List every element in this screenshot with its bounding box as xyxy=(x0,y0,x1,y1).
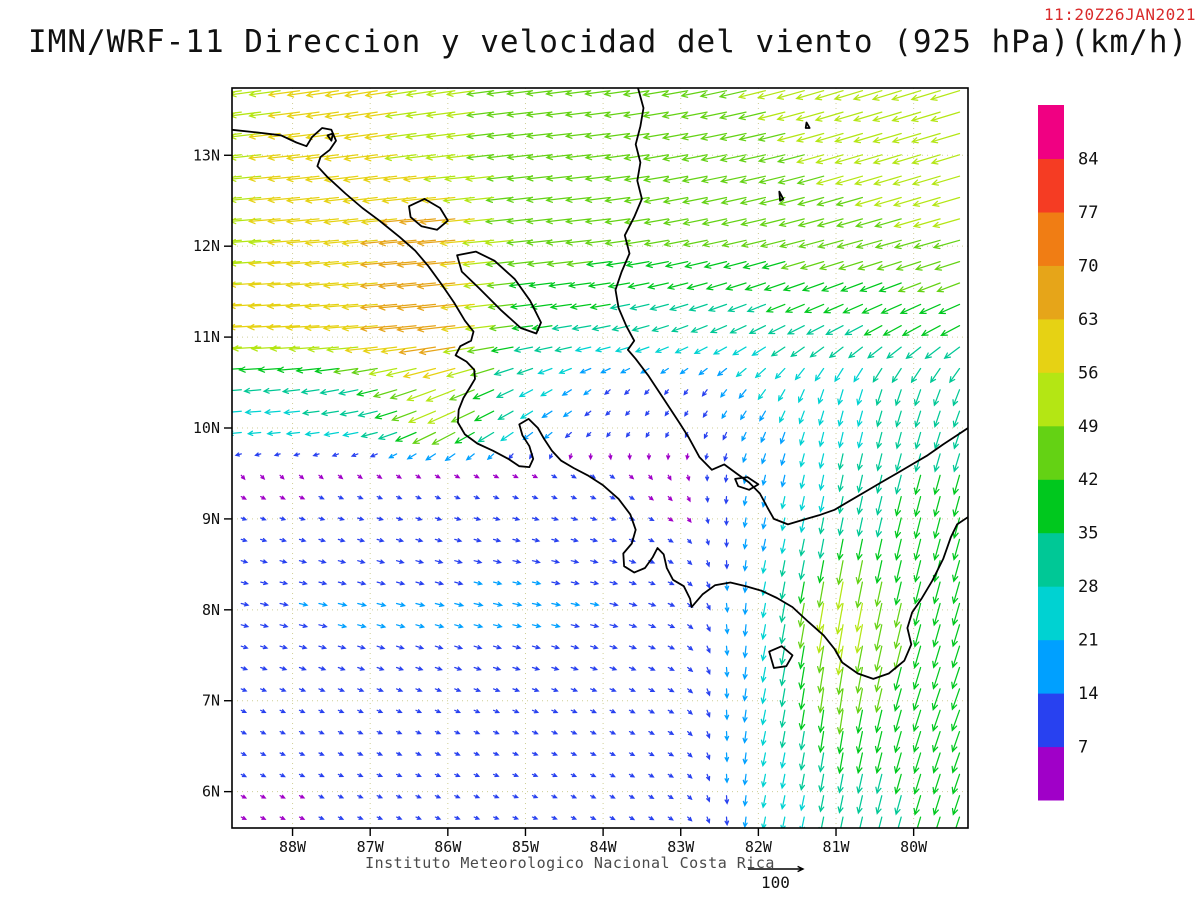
x-tick-label: 86W xyxy=(434,838,462,856)
colorbar-tick-label: 84 xyxy=(1078,150,1098,170)
y-tick-label: 6N xyxy=(202,783,220,801)
colorbar-tick-label: 21 xyxy=(1078,631,1098,651)
colorbar-tick-label: 14 xyxy=(1078,684,1098,704)
y-tick-label: 13N xyxy=(193,146,220,164)
x-tick-label: 84W xyxy=(590,838,618,856)
valid-time-label: 11:20Z26JAN2021 xyxy=(1044,5,1196,24)
axis-ticks xyxy=(224,154,915,836)
wind-vectors xyxy=(232,89,961,828)
colorbar-tick-label: 35 xyxy=(1078,524,1098,544)
coastlines xyxy=(232,88,968,680)
colorbar: 7 14 21 28 35 42 49 56 63 70 77 84 xyxy=(1038,105,1098,801)
plot-border xyxy=(231,87,969,829)
reference-vector-arrow xyxy=(748,865,805,873)
y-tick-label: 7N xyxy=(202,692,220,710)
colorbar-tick-label: 7 xyxy=(1078,738,1088,758)
x-tick-label: 83W xyxy=(667,838,695,856)
colorbar-tick-label: 49 xyxy=(1078,417,1098,437)
reference-vector-label: 100 xyxy=(761,873,790,892)
colorbar-tick-label: 42 xyxy=(1078,470,1098,490)
y-tick-label: 11N xyxy=(193,328,220,346)
colorbar-tick-label: 63 xyxy=(1078,310,1098,330)
y-tick-label: 9N xyxy=(202,510,220,528)
institute-caption: Instituto Meteorologico Nacional Costa R… xyxy=(365,854,775,872)
graticule xyxy=(232,88,968,828)
colorbar-tick-label: 70 xyxy=(1078,256,1098,276)
colorbar-tick-label: 28 xyxy=(1078,577,1098,597)
x-tick-label: 81W xyxy=(822,838,850,856)
axis-labels: 88W 87W 86W 85W 84W 83W 82W 81W 80W 13N 12N 11N 10N 9… xyxy=(193,146,928,856)
x-tick-label: 87W xyxy=(357,838,385,856)
y-tick-label: 10N xyxy=(193,419,220,437)
x-tick-label: 85W xyxy=(512,838,540,856)
x-tick-label: 88W xyxy=(279,838,307,856)
chart-title: IMN/WRF-11 Direccion y velocidad del vie… xyxy=(28,24,1189,60)
x-tick-label: 80W xyxy=(900,838,928,856)
colorbar-tick-label: 77 xyxy=(1078,203,1098,223)
colorbar-tick-label: 56 xyxy=(1078,363,1098,383)
x-tick-label: 82W xyxy=(745,838,773,856)
y-tick-label: 8N xyxy=(202,601,220,619)
y-tick-label: 12N xyxy=(193,237,220,255)
